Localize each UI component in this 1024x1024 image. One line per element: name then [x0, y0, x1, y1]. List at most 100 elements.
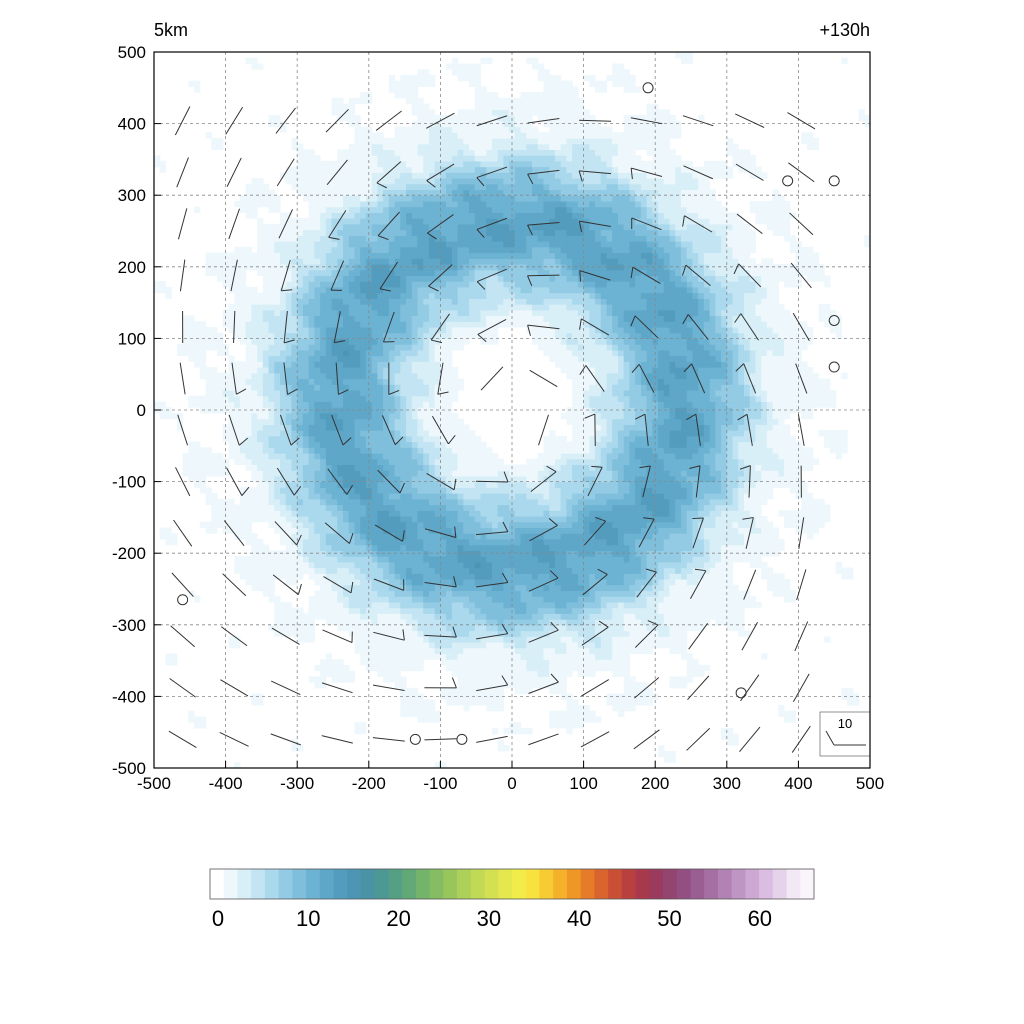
field-cell: [428, 258, 436, 265]
field-cell: [262, 367, 270, 374]
field-cell: [308, 218, 315, 225]
field-cell: [302, 475, 310, 483]
field-cell: [194, 349, 201, 357]
field-cell: [457, 109, 464, 116]
field-cell: [532, 464, 539, 471]
field-cell: [406, 538, 413, 546]
field-cell: [348, 241, 356, 248]
field-cell: [302, 389, 310, 397]
field-cell: [457, 636, 464, 643]
field-cell: [297, 544, 304, 551]
field-cell: [234, 527, 241, 534]
field-cell: [486, 464, 493, 471]
field-cell: [360, 619, 367, 626]
field-cell: [325, 286, 333, 294]
field-cell: [526, 109, 533, 116]
field-cell: [360, 126, 367, 133]
field-cell: [251, 183, 258, 191]
field-cell: [262, 326, 270, 334]
field-cell: [188, 80, 195, 87]
field-cell: [194, 206, 201, 213]
field-cell: [520, 218, 527, 225]
field-cell: [331, 258, 338, 265]
field-cell: [474, 664, 482, 672]
field-cell: [514, 527, 522, 534]
field-cell: [377, 659, 384, 666]
field-cell: [337, 241, 344, 248]
field-cell: [343, 355, 350, 362]
field-cell: [451, 132, 459, 139]
field-cell: [251, 458, 258, 466]
field-cell: [320, 292, 327, 299]
field-cell: [285, 258, 293, 265]
field-cell: [337, 561, 344, 569]
field-cell: [446, 229, 453, 236]
field-cell: [325, 361, 333, 368]
field-cell: [388, 332, 396, 339]
field-cell: [268, 258, 275, 265]
field-cell: [268, 515, 275, 523]
field-cell: [291, 430, 298, 437]
field-cell: [491, 498, 499, 506]
field-cell: [480, 664, 487, 672]
field-cell: [325, 578, 333, 586]
field-cell: [400, 332, 407, 339]
field-cell: [400, 286, 407, 294]
field-cell: [211, 527, 218, 534]
field-cell: [423, 372, 430, 380]
field-cell: [280, 607, 287, 614]
field-cell: [354, 241, 361, 248]
field-cell: [411, 401, 419, 408]
field-cell: [199, 452, 207, 460]
field-cell: [388, 664, 396, 672]
field-cell: [423, 641, 430, 649]
field-cell: [417, 464, 424, 471]
field-cell: [228, 361, 235, 368]
field-cell: [474, 309, 482, 317]
field-cell: [280, 241, 287, 248]
field-cell: [423, 498, 430, 506]
field-cell: [480, 682, 487, 689]
field-cell: [411, 481, 419, 488]
field-cell: [451, 515, 459, 523]
field-cell: [331, 487, 338, 494]
field-cell: [320, 286, 327, 294]
field-cell: [440, 189, 447, 196]
field-cell: [503, 596, 510, 603]
field-cell: [457, 653, 464, 660]
field-cell: [354, 229, 361, 236]
field-cell: [394, 212, 401, 219]
field-cell: [503, 464, 510, 471]
field-cell: [383, 183, 390, 191]
field-cell: [394, 418, 401, 425]
field-cell: [440, 475, 447, 483]
field-cell: [486, 561, 493, 569]
field-cell: [280, 258, 287, 265]
field-cell: [257, 407, 264, 414]
field-cell: [469, 613, 476, 620]
field-cell: [285, 464, 293, 471]
field-cell: [354, 550, 361, 557]
field-cell: [268, 470, 275, 477]
field-cell: [291, 298, 298, 305]
field-cell: [251, 292, 258, 299]
field-cell: [217, 395, 224, 403]
field-cell: [451, 647, 459, 655]
field-cell: [314, 326, 321, 334]
field-cell: [491, 166, 499, 173]
field-cell: [371, 315, 378, 322]
field-cell: [314, 223, 321, 231]
field-cell: [451, 143, 459, 150]
field-cell: [486, 573, 493, 580]
field-cell: [537, 286, 545, 294]
field-cell: [377, 344, 384, 351]
field-cell: [365, 372, 373, 380]
field-cell: [365, 533, 373, 540]
field-cell: [176, 412, 184, 420]
field-cell: [320, 464, 327, 471]
field-cell: [383, 160, 390, 168]
field-cell: [406, 704, 413, 712]
field-cell: [543, 527, 550, 534]
field-cell: [274, 321, 281, 328]
field-cell: [297, 235, 304, 242]
